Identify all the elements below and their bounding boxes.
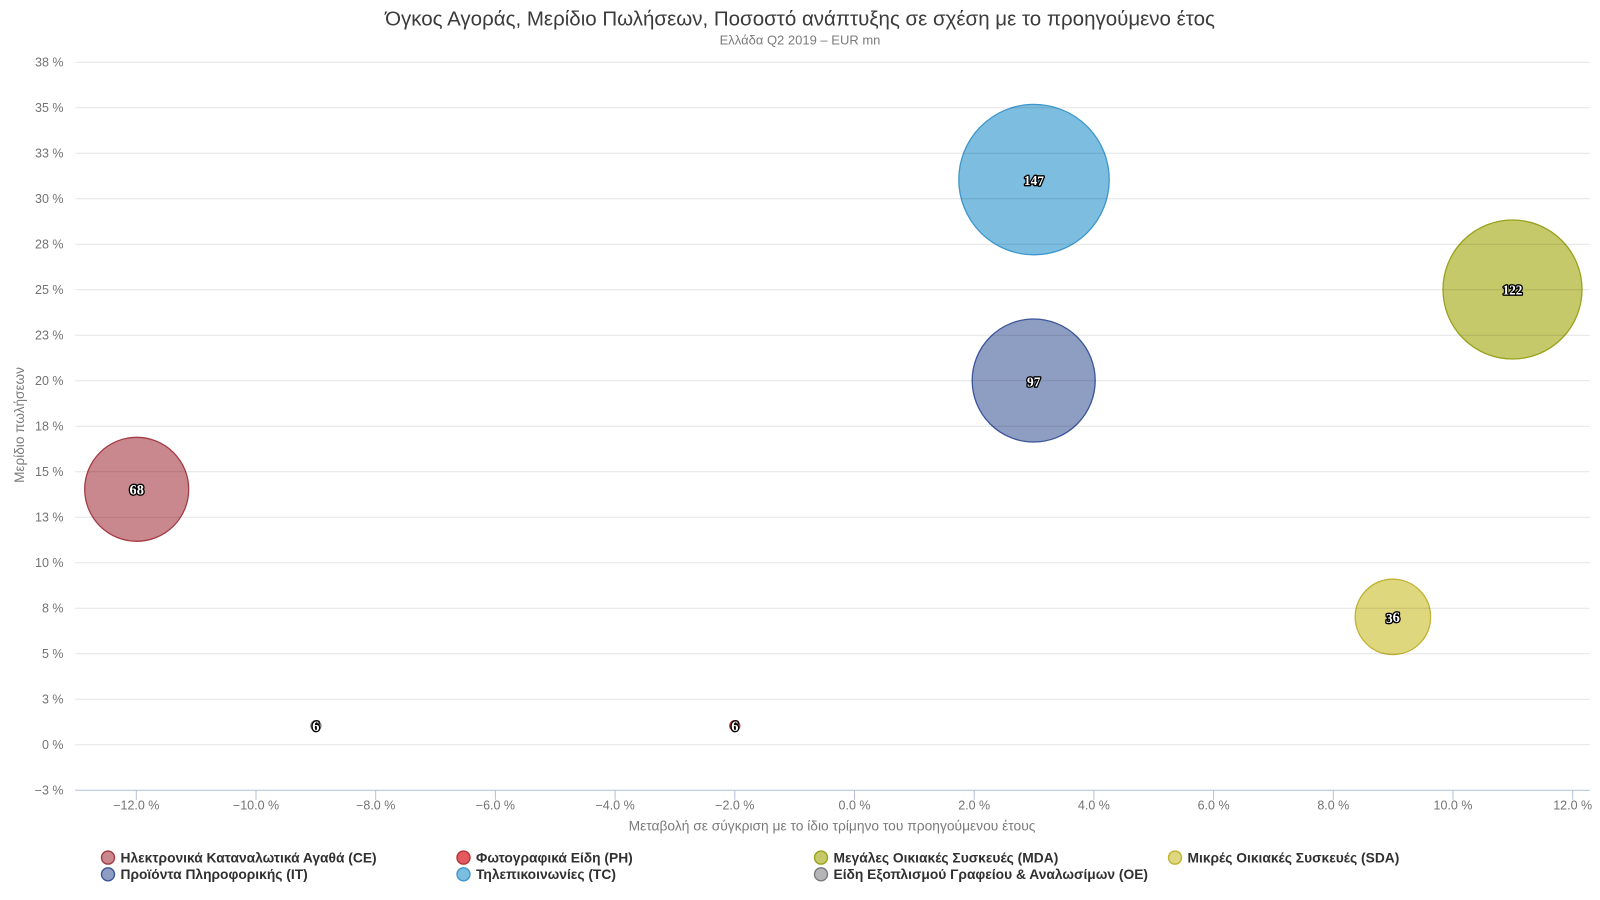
svg-text:5 %: 5 % (42, 647, 64, 661)
svg-text:122: 122 (1503, 283, 1523, 298)
svg-text:−8.0 %: −8.0 % (356, 798, 395, 812)
svg-text:8 %: 8 % (42, 602, 64, 616)
svg-text:4.0 %: 4.0 % (1078, 798, 1110, 812)
svg-text:−12.0 %: −12.0 % (113, 798, 159, 812)
svg-text:−2.0 %: −2.0 % (715, 798, 754, 812)
svg-text:Ελλάδα Q2 2019 – EUR mn: Ελλάδα Q2 2019 – EUR mn (720, 33, 881, 48)
svg-text:23 %: 23 % (35, 329, 64, 343)
svg-text:12.0 %: 12.0 % (1553, 798, 1592, 812)
svg-text:−10.0 %: −10.0 % (233, 798, 279, 812)
svg-text:147: 147 (1024, 173, 1044, 189)
svg-text:28 %: 28 % (35, 238, 64, 252)
svg-text:30 %: 30 % (35, 192, 64, 206)
svg-text:35 %: 35 % (35, 101, 64, 115)
svg-text:Μικρές Οικιακές Συσκευές (SDA): Μικρές Οικιακές Συσκευές (SDA) (1188, 850, 1400, 865)
svg-text:Μεταβολή σε σύγκριση με το ίδι: Μεταβολή σε σύγκριση με το ίδιο τρίμηνο … (629, 819, 1036, 834)
svg-text:97: 97 (1027, 374, 1041, 389)
svg-text:Όγκος Αγοράς, Μερίδιο Πωλήσεων: Όγκος Αγοράς, Μερίδιο Πωλήσεων, Ποσοστό … (384, 8, 1215, 31)
svg-text:−3 %: −3 % (35, 784, 64, 798)
svg-text:Ηλεκτρονικά Καταναλωτικά Αγαθά: Ηλεκτρονικά Καταναλωτικά Αγαθά (CE) (121, 850, 377, 865)
svg-text:18 %: 18 % (35, 420, 64, 434)
svg-text:Φωτογραφικά Είδη (PH): Φωτογραφικά Είδη (PH) (476, 850, 633, 865)
svg-text:10.0 %: 10.0 % (1434, 798, 1473, 812)
svg-text:20 %: 20 % (35, 374, 64, 388)
svg-text:0 %: 0 % (42, 738, 64, 752)
svg-text:8.0 %: 8.0 % (1317, 798, 1349, 812)
svg-text:68: 68 (129, 483, 143, 499)
svg-text:−6.0 %: −6.0 % (476, 798, 515, 812)
svg-text:−4.0 %: −4.0 % (595, 798, 634, 812)
svg-text:33 %: 33 % (35, 147, 64, 161)
svg-text:Προϊόντα Πληροφορικής (IT): Προϊόντα Πληροφορικής (IT) (121, 867, 308, 882)
svg-text:13 %: 13 % (35, 511, 64, 525)
svg-text:2.0 %: 2.0 % (958, 798, 990, 812)
svg-text:38 %: 38 % (35, 56, 64, 70)
svg-text:6.0 %: 6.0 % (1198, 798, 1230, 812)
svg-text:6: 6 (312, 719, 319, 735)
svg-text:6: 6 (731, 719, 738, 735)
svg-text:Είδη Εξοπλισμού Γραφείου & Ανα: Είδη Εξοπλισμού Γραφείου & Αναλωσίμων (O… (834, 867, 1149, 882)
svg-text:25 %: 25 % (35, 283, 64, 297)
svg-text:15 %: 15 % (35, 465, 64, 479)
svg-text:10 %: 10 % (35, 556, 64, 570)
svg-text:Μεγάλες Οικιακές Συσκευές (MDA: Μεγάλες Οικιακές Συσκευές (MDA) (834, 850, 1059, 865)
svg-text:3 %: 3 % (42, 693, 64, 707)
svg-text:Μερίδιο πωλήσεων: Μερίδιο πωλήσεων (12, 367, 27, 483)
svg-text:Τηλεπικοινωνίες (TC): Τηλεπικοινωνίες (TC) (476, 867, 616, 882)
svg-text:0.0 %: 0.0 % (839, 798, 871, 812)
svg-text:36: 36 (1386, 610, 1400, 626)
